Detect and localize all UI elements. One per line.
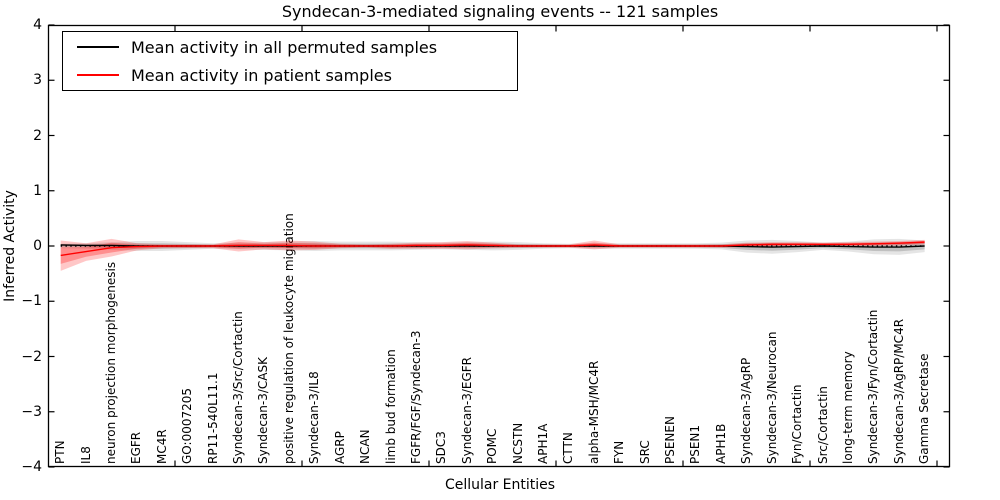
x-tick-label: Src/Cortactin bbox=[815, 386, 830, 464]
x-tick-label: PSEN1 bbox=[688, 424, 703, 464]
permuted-mean-line bbox=[60, 244, 925, 248]
legend-item-permuted-mean: Mean activity in all permuted samples bbox=[63, 36, 517, 58]
patient-band-outer bbox=[60, 238, 925, 271]
x-tick-label: RP11-540L11.1 bbox=[205, 372, 220, 464]
x-tick-label: long-term memory bbox=[840, 351, 855, 464]
legend-label: Mean activity in all permuted samples bbox=[131, 37, 438, 57]
x-tick-label: Syndecan-3/CASK bbox=[256, 357, 271, 464]
y-tick-label: 0 bbox=[33, 238, 42, 254]
x-tick-label: limb bud formation bbox=[383, 349, 398, 464]
chart-title: Syndecan-3-mediated signaling events -- … bbox=[281, 2, 719, 21]
x-axis-label: Cellular Entities bbox=[444, 477, 556, 493]
x-tick-label: Syndecan-3/Neurocan bbox=[764, 331, 779, 464]
x-tick-label: positive regulation of leukocyte migrati… bbox=[281, 213, 296, 464]
patient-mean-line bbox=[60, 241, 925, 257]
x-tick-label: CTTN bbox=[561, 432, 576, 464]
y-tick-label: −3 bbox=[21, 403, 42, 420]
x-tick-label: APH1B bbox=[713, 423, 728, 464]
x-tick-label: POMC bbox=[485, 428, 500, 464]
y-tick-label: −2 bbox=[21, 348, 42, 365]
x-tick-label: Syndecan-3/AgRP/MC4R bbox=[891, 318, 906, 464]
x-tick-label: Syndecan-3/AgRP bbox=[739, 357, 754, 464]
x-tick-label: NCSTN bbox=[510, 422, 525, 464]
x-tick-label: PSENEN bbox=[663, 416, 678, 464]
legend-box: Mean activity in all permuted samples Mea… bbox=[62, 31, 518, 91]
y-tick-label: −4 bbox=[21, 459, 42, 475]
permuted-band-inner bbox=[60, 242, 925, 252]
y-tick-label: 4 bbox=[33, 17, 42, 33]
x-tick-label: SDC3 bbox=[434, 431, 449, 464]
patient-band-inner bbox=[60, 240, 925, 264]
x-tick-label: Syndecan-3/IL8 bbox=[307, 371, 322, 464]
y-tick-label: 2 bbox=[33, 127, 42, 144]
permuted-mean-line-swatch bbox=[77, 46, 119, 48]
x-tick-label: GO:0007205 bbox=[180, 387, 195, 464]
x-tick-label: AGRP bbox=[332, 431, 347, 464]
x-tick-label: SRC bbox=[637, 440, 652, 464]
x-tick-label: FYN bbox=[612, 440, 627, 464]
x-tick-label: EGFR bbox=[129, 431, 144, 464]
y-tick-label: 1 bbox=[33, 182, 42, 199]
x-tick-label: APH1A bbox=[535, 423, 550, 464]
y-tick-label: −1 bbox=[21, 293, 42, 310]
x-tick-label: Syndecan-3/EGFR bbox=[459, 356, 474, 464]
x-tick-label: neuron projection morphogenesis bbox=[104, 261, 119, 464]
x-tick-label: NCAN bbox=[358, 429, 373, 464]
x-tick-label: Gamma Secretase bbox=[917, 353, 932, 464]
x-tick-label: Syndecan-3/Src/Cortactin bbox=[231, 311, 246, 464]
permuted-band-outer bbox=[60, 238, 925, 255]
patient-mean-line-swatch bbox=[77, 74, 119, 76]
x-tick-label: IL8 bbox=[78, 446, 93, 464]
x-tick-label: PTN bbox=[53, 440, 68, 464]
x-tick-label: FGFR/FGF/Syndecan-3 bbox=[408, 330, 423, 464]
legend-label: Mean activity in patient samples bbox=[131, 65, 392, 85]
x-tick-label: MC4R bbox=[154, 429, 169, 464]
x-tick-label: alpha-MSH/MC4R bbox=[586, 360, 601, 464]
x-tick-label: Syndecan-3/Fyn/Cortactin bbox=[866, 309, 881, 464]
legend-item-patient-mean: Mean activity in patient samples bbox=[63, 64, 517, 86]
x-tick-label: Fyn/Cortactin bbox=[790, 384, 805, 464]
y-tick-label: 3 bbox=[33, 72, 42, 89]
